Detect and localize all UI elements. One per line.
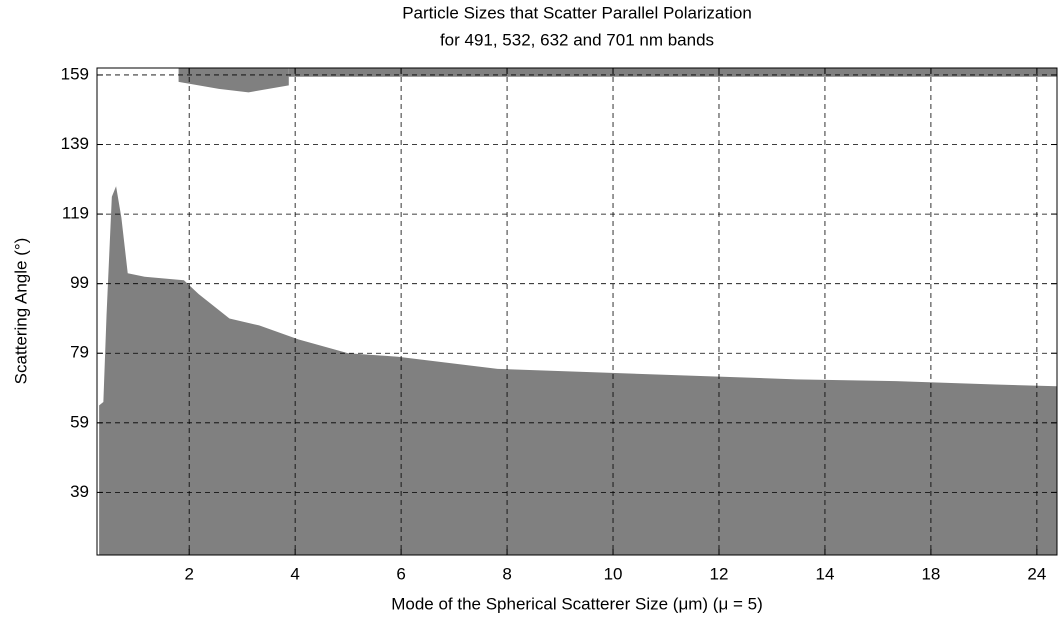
x-tick-label: 4 bbox=[290, 564, 299, 583]
y-tick-label: 99 bbox=[70, 273, 89, 292]
x-tick-label: 10 bbox=[604, 564, 623, 583]
x-tick-label: 2 bbox=[184, 564, 193, 583]
x-tick-label: 24 bbox=[1027, 564, 1046, 583]
x-axis-label: Mode of the Spherical Scatterer Size (μm… bbox=[391, 594, 763, 613]
region bbox=[178, 68, 289, 93]
x-tick-label: 8 bbox=[502, 564, 511, 583]
x-tick-label: 14 bbox=[815, 564, 834, 583]
y-tick-label: 39 bbox=[70, 482, 89, 501]
y-tick-label: 79 bbox=[70, 343, 89, 362]
chart-subtitle: for 491, 532, 632 and 701 nm bands bbox=[440, 30, 714, 49]
x-tick-label: 6 bbox=[396, 564, 405, 583]
plot-frame bbox=[96, 67, 1058, 556]
y-tick-label: 139 bbox=[61, 134, 89, 153]
y-axis-label: Scattering Angle (°) bbox=[11, 238, 30, 385]
x-tick-label: 12 bbox=[710, 564, 729, 583]
y-tick-label: 159 bbox=[61, 64, 89, 83]
region bbox=[99, 186, 1057, 555]
y-tick-label: 59 bbox=[70, 412, 89, 431]
x-tick-label: 18 bbox=[921, 564, 940, 583]
chart-title: Particle Sizes that Scatter Parallel Pol… bbox=[402, 3, 752, 22]
y-tick-label: 119 bbox=[62, 204, 89, 223]
region bbox=[288, 68, 1057, 77]
